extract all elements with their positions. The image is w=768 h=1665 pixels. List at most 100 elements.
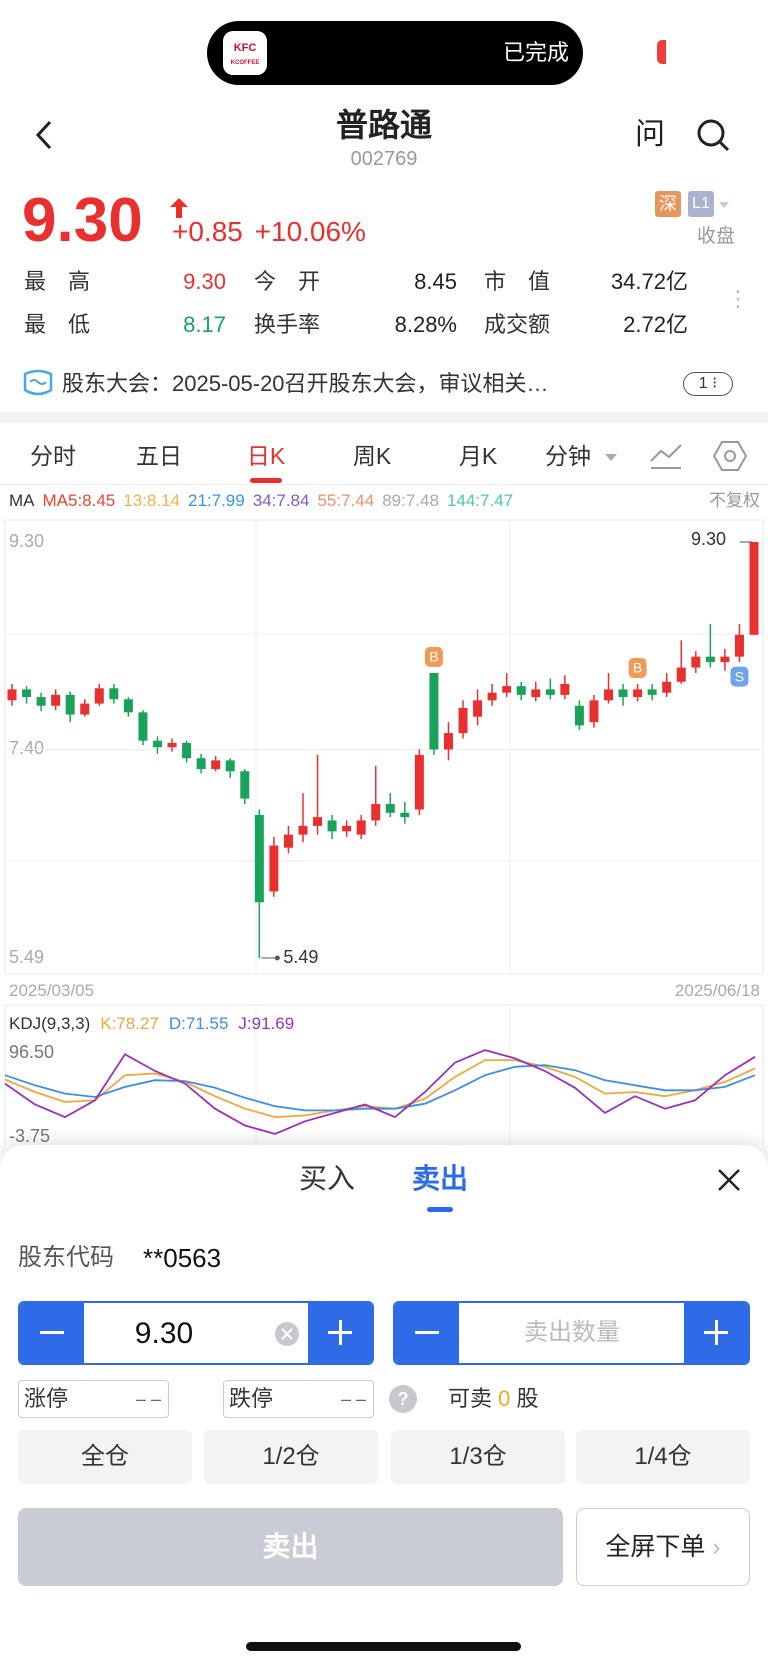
candle-body — [385, 804, 395, 813]
annot-dot — [274, 955, 280, 961]
price-input[interactable]: 9.30 — [18, 1301, 374, 1365]
change-pct: +10.06% — [254, 216, 366, 247]
draw-tool[interactable] — [649, 441, 683, 471]
help[interactable]: ? — [389, 1385, 417, 1413]
more[interactable]: ⋮ — [727, 286, 749, 311]
position-button[interactable]: 1/4仓 — [576, 1430, 750, 1484]
limit-down-label: 跌停 — [229, 1386, 274, 1411]
candle-body — [240, 771, 250, 799]
qty-input[interactable]: 卖出数量 — [393, 1301, 750, 1365]
level-badge[interactable]: L1 — [688, 191, 714, 217]
trade-tab[interactable]: 卖出 — [411, 1163, 469, 1194]
signal-text: S — [735, 668, 744, 684]
candle-body — [109, 688, 119, 700]
stat-value: 9.30 — [183, 269, 226, 294]
plus[interactable] — [684, 1303, 748, 1363]
app-logo: KFC KCOFFEE — [223, 31, 267, 75]
candle-body — [618, 689, 628, 698]
position-button[interactable]: 1/3仓 — [391, 1430, 565, 1484]
back-button[interactable] — [30, 118, 60, 152]
minus[interactable] — [395, 1303, 459, 1363]
candle-body — [182, 742, 192, 759]
tab[interactable]: 月K — [458, 443, 498, 469]
candle-body — [254, 814, 264, 903]
signal-text: B — [633, 660, 642, 676]
stat-value: 34.72亿 — [610, 269, 688, 294]
plus[interactable] — [308, 1303, 372, 1363]
ma-item: MA5:8.45 — [42, 491, 116, 510]
ask-button[interactable]: 问 — [635, 118, 665, 151]
tab[interactable]: 日K — [246, 443, 286, 469]
kdj-title: KDJ(9,3,3) — [9, 1014, 91, 1033]
candle-body — [720, 656, 730, 663]
tab[interactable]: 五日 — [136, 443, 182, 469]
legend-item: K:78.27 — [100, 1014, 159, 1033]
position-button[interactable]: 1/2仓 — [204, 1430, 378, 1484]
kdj-line — [5, 1049, 756, 1135]
trade-tab[interactable]: 买入 — [298, 1163, 356, 1194]
ma-item: 21:7.99 — [188, 491, 245, 510]
limit-up-value: – – — [135, 1389, 161, 1409]
fullscreen-order[interactable]: 全屏下单 › — [576, 1508, 750, 1586]
adjust[interactable]: 不复权 — [709, 491, 760, 510]
candle-body — [545, 689, 555, 695]
change: +0.85 +10.06% — [172, 218, 366, 246]
home-indicator — [246, 1642, 521, 1651]
trade-tab-underline — [427, 1207, 453, 1212]
candle-body — [211, 760, 221, 770]
legend-item: J:91.69 — [238, 1014, 295, 1033]
submit[interactable]: 卖出 — [18, 1508, 563, 1586]
candle-body — [734, 634, 744, 657]
tab[interactable]: 分时 — [30, 443, 76, 469]
candle-body — [371, 804, 381, 821]
settings[interactable] — [713, 440, 747, 472]
kdj-legend: KDJ(9,3,3) K:78.27 D:71.55 J:91.69 — [9, 1015, 294, 1032]
candle-body — [691, 656, 701, 668]
sellable: 可卖 0 股 — [448, 1388, 539, 1410]
candle-body — [7, 689, 17, 701]
ma-item: 34:7.84 — [252, 491, 310, 510]
fullscreen-text: 全屏下单 — [605, 1533, 706, 1561]
status-indicator — [657, 40, 666, 64]
kdj-line — [5, 1064, 756, 1112]
chart-area: 9.30 7.40 5.49 9.30 5.49 B B S 96.50 -3.75 — [4, 519, 764, 1145]
tab[interactable]: 分钟 — [545, 443, 591, 469]
market-badge: 深 — [655, 191, 681, 217]
y-tick-label: -3.75 — [9, 1126, 50, 1145]
candle-body — [516, 686, 526, 695]
notice-count[interactable]: 1 ⁝ — [683, 372, 733, 396]
divider — [0, 484, 768, 485]
candle-body — [327, 820, 337, 832]
ma-item: 55:7.44 — [317, 491, 375, 510]
separator — [0, 412, 768, 423]
ma-item: 89:7.48 — [382, 491, 439, 510]
candle-body — [94, 688, 104, 704]
qty-placeholder: 卖出数量 — [524, 1319, 620, 1346]
limit-down-value: – – — [340, 1389, 366, 1409]
minus[interactable] — [20, 1303, 84, 1363]
end-date: 2025/06/18 — [674, 981, 760, 1000]
notice-icon — [23, 369, 53, 396]
dynamic-island: KFC KCOFFEE 已完成 — [207, 21, 583, 85]
candle-body — [705, 656, 715, 663]
candle-body — [269, 845, 279, 892]
signal-badge — [628, 657, 647, 678]
candle-body — [342, 825, 352, 832]
search-button[interactable] — [694, 116, 734, 156]
candle-body — [473, 700, 483, 717]
stat-label: 今 开 — [254, 269, 321, 294]
close[interactable] — [716, 1167, 742, 1193]
candle-body — [356, 820, 366, 835]
notice-text[interactable]: 股东大会：2025-05-20召开股东大会，审议相关… — [62, 371, 549, 396]
position-button[interactable]: 全仓 — [18, 1430, 192, 1484]
candle-body — [574, 705, 584, 726]
candle-body — [429, 673, 439, 750]
candle-body — [487, 692, 497, 701]
legend-item: D:71.55 — [168, 1014, 229, 1033]
tab[interactable]: 周K — [352, 443, 392, 469]
clear[interactable] — [274, 1321, 300, 1347]
y-tick-label: 5.49 — [9, 947, 44, 967]
stat-value: 2.72亿 — [623, 312, 688, 337]
candle-body — [196, 758, 206, 770]
